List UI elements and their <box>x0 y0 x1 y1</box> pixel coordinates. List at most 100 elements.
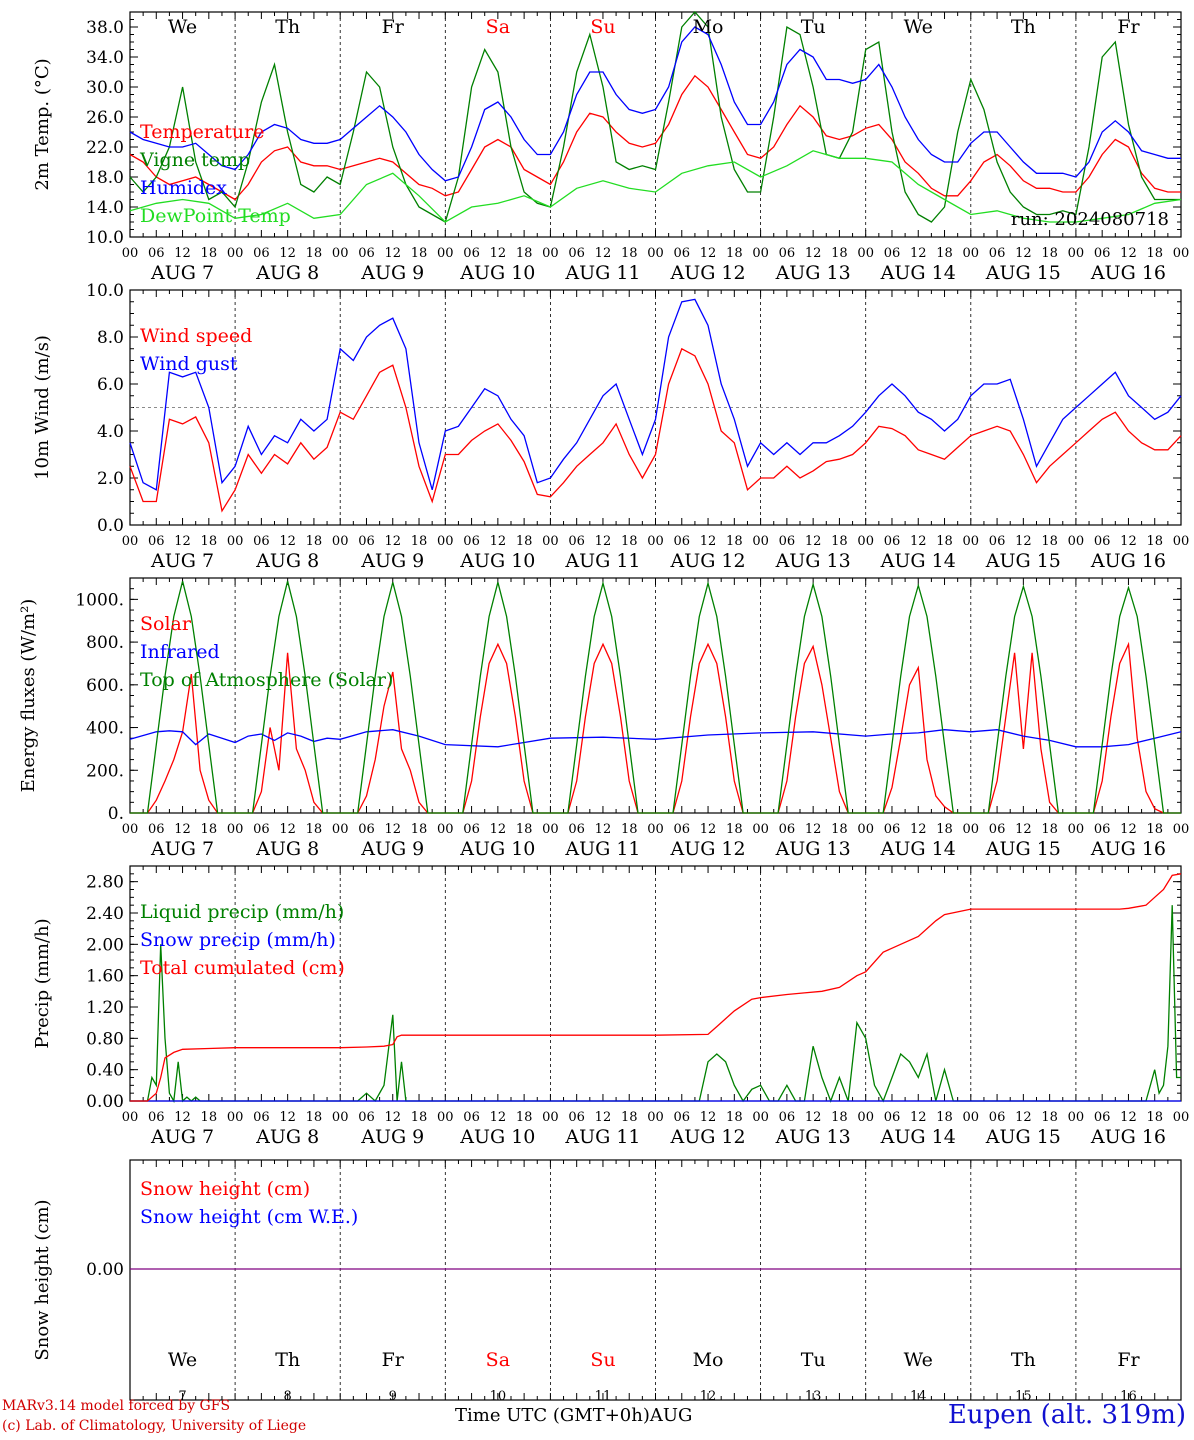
y-tick-label: 0. <box>108 804 124 824</box>
x-hour-label: 12 <box>1120 822 1137 837</box>
x-hour-label: 18 <box>411 822 428 837</box>
x-hour-label: 06 <box>884 534 901 549</box>
panel-5: 0.00 Snow height (cm) Snow height (cm) Snow… <box>32 1159 1182 1401</box>
x-hour-label: 18 <box>936 246 953 261</box>
station-label: Eupen (alt. 319m) <box>947 1400 1186 1430</box>
x-date-label: AUG 7 <box>150 1126 214 1148</box>
x-hour-label: 18 <box>621 822 638 837</box>
y-tick-label: 0.00 <box>86 1092 124 1112</box>
y-tick-label: 6.0 <box>97 375 124 395</box>
x-hour-label: 00 <box>332 1110 349 1125</box>
x-date-label: AUG 8 <box>255 262 319 284</box>
x-hour-label: 06 <box>989 1110 1006 1125</box>
x-hour-label: 00 <box>437 534 454 549</box>
legend-entry: Humidex <box>140 177 227 199</box>
day-number-label: 13 <box>805 1389 822 1404</box>
y-tick-label: 2.0 <box>97 469 124 489</box>
series-line <box>129 347 1182 513</box>
x-hour-label: 00 <box>437 246 454 261</box>
x-hour-label: 06 <box>568 1110 585 1125</box>
x-hour-label: 06 <box>1094 246 1111 261</box>
legend-entry: Solar <box>140 613 192 635</box>
x-hour-label: 06 <box>674 534 691 549</box>
y-tick-label: 38.0 <box>86 18 124 38</box>
x-hour-label: 00 <box>857 822 874 837</box>
day-number-label: 7 <box>178 1389 186 1404</box>
x-hour-label: 12 <box>1015 822 1032 837</box>
x-hour-label: 06 <box>1094 534 1111 549</box>
x-date-label: AUG 16 <box>1090 550 1166 572</box>
x-hour-label: 00 <box>647 534 664 549</box>
x-hour-label: 12 <box>174 246 191 261</box>
y-tick-label: 10.0 <box>86 228 124 248</box>
x-hour-label: 12 <box>490 822 507 837</box>
x-hour-label: 06 <box>1094 1110 1111 1125</box>
y-tick-label: 26.0 <box>86 108 124 128</box>
day-number-label: 11 <box>595 1389 612 1404</box>
x-hour-label: 18 <box>516 822 533 837</box>
x-hour-label: 12 <box>490 246 507 261</box>
x-date-label: AUG 7 <box>150 262 214 284</box>
x-hour-label: 12 <box>700 1110 717 1125</box>
x-hour-label: 18 <box>306 822 323 837</box>
day-number-label: 14 <box>910 1389 927 1404</box>
x-hour-label: 12 <box>700 822 717 837</box>
x-hour-label: 18 <box>621 1110 638 1125</box>
panel-2: 0.0 2.0 4.0 6.0 8.0 10.0 10m Wind (m/s) Wind sp… <box>32 281 1189 572</box>
series-line <box>129 11 1181 223</box>
x-hour-label: 06 <box>884 246 901 261</box>
x-hour-label: 06 <box>674 1110 691 1125</box>
x-hour-label: 12 <box>384 1110 401 1125</box>
x-hour-label: 00 <box>542 246 559 261</box>
x-hour-label: 12 <box>1015 1110 1032 1125</box>
x-hour-label: 12 <box>1120 1110 1137 1125</box>
y-tick-label: 1000. <box>75 590 124 610</box>
x-axis-title-text: Time UTC (GMT+0h) <box>455 1405 650 1426</box>
weekday-label-bottom: Sa <box>486 1349 510 1371</box>
x-hour-label: 18 <box>516 534 533 549</box>
x-hour-label: 06 <box>779 822 796 837</box>
weekday-label-top: Su <box>590 16 615 38</box>
y-axis-label: 10m Wind (m/s) <box>32 335 53 480</box>
x-hour-label: 12 <box>1120 534 1137 549</box>
x-hour-label: 12 <box>595 1110 612 1125</box>
x-hour-label: 12 <box>910 1110 927 1125</box>
x-hour-label: 06 <box>568 246 585 261</box>
x-date-label: AUG 13 <box>775 262 851 284</box>
x-hour-label: 18 <box>201 246 218 261</box>
x-hour-label: 18 <box>1041 822 1058 837</box>
x-hour-label: 12 <box>700 534 717 549</box>
x-hour-label: 00 <box>542 534 559 549</box>
x-hour-label: 00 <box>1173 246 1190 261</box>
x-date-label: AUG 16 <box>1090 1126 1166 1148</box>
x-hour-label: 00 <box>1068 246 1085 261</box>
x-hour-label: 18 <box>1146 822 1163 837</box>
x-hour-label: 06 <box>989 246 1006 261</box>
x-date-label: AUG 12 <box>669 550 745 572</box>
x-hour-label: 00 <box>227 534 244 549</box>
x-hour-label: 06 <box>148 246 165 261</box>
x-hour-label: 06 <box>779 246 796 261</box>
x-hour-label: 00 <box>1068 1110 1085 1125</box>
weekday-label-bottom: Th <box>1011 1349 1036 1371</box>
day-number-label: 12 <box>700 1389 717 1404</box>
day-number-label: 15 <box>1015 1389 1032 1404</box>
y-tick-label: 8.0 <box>97 328 124 348</box>
x-hour-label: 12 <box>595 246 612 261</box>
weekday-label-bottom: Mo <box>693 1349 724 1371</box>
model-credit: MARv3.14 model forced by GFS <box>2 1398 231 1414</box>
x-hour-label: 18 <box>1041 246 1058 261</box>
weekday-label-top: Fr <box>1117 16 1140 38</box>
y-tick-label: 34.0 <box>86 48 124 68</box>
x-hour-label: 18 <box>516 1110 533 1125</box>
x-hour-label: 00 <box>1068 822 1085 837</box>
legend-entry: Wind gust <box>140 353 238 375</box>
x-hour-label: 06 <box>148 1110 165 1125</box>
x-hour-label: 18 <box>201 822 218 837</box>
x-date-label: AUG 11 <box>564 1126 640 1148</box>
x-hour-label: 12 <box>174 822 191 837</box>
x-hour-label: 18 <box>726 822 743 837</box>
y-tick-label: 600. <box>86 676 124 696</box>
x-date-label: AUG 12 <box>669 838 745 860</box>
legend-entry: Total cumulated (cm) <box>140 957 345 979</box>
